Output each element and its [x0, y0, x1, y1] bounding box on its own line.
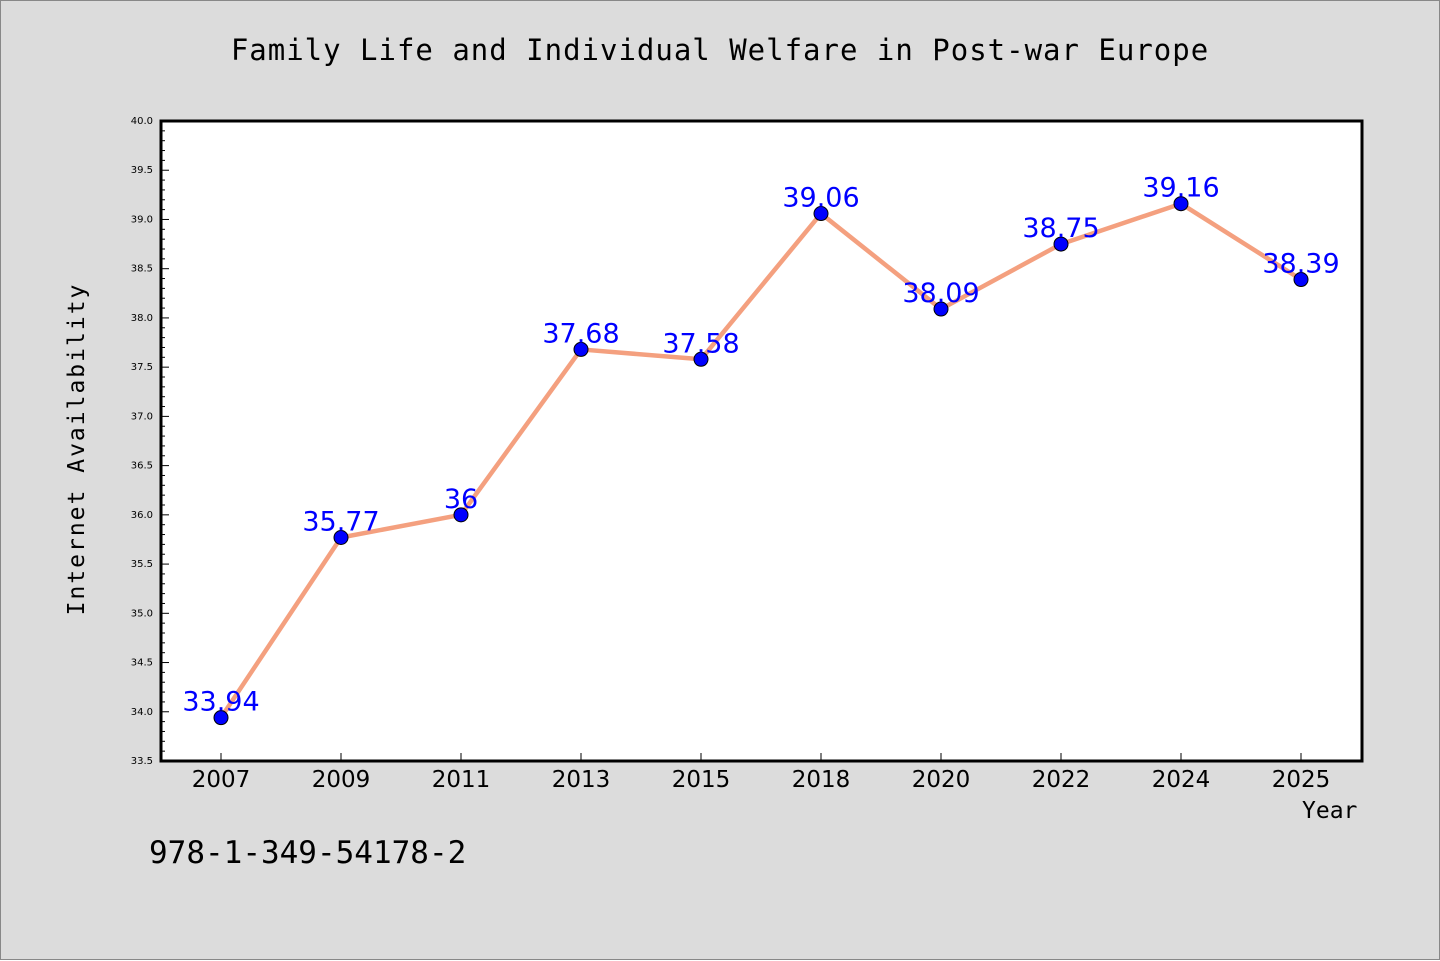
- series-line: [219, 201, 1303, 719]
- chart-title: Family Life and Individual Welfare in Po…: [230, 33, 1210, 67]
- plot-area: [159, 119, 1364, 763]
- data-point: [213, 710, 229, 726]
- y-tick-label: 33.5: [131, 756, 153, 767]
- data-point: [1053, 236, 1069, 252]
- data-label: 35.77: [302, 506, 379, 537]
- data-point: [693, 351, 709, 367]
- data-point: [1293, 272, 1309, 288]
- x-tick-label: 2018: [792, 767, 851, 793]
- y-tick-label: 38.0: [131, 313, 153, 324]
- data-label: 38.75: [1022, 213, 1099, 244]
- x-tick-label: 2009: [312, 767, 371, 793]
- x-tick-label: 2015: [672, 767, 731, 793]
- data-point: [933, 301, 949, 317]
- y-tick-label: 35.0: [131, 608, 153, 619]
- y-tick-label: 36.5: [131, 461, 153, 472]
- data-label: 39.06: [782, 183, 859, 214]
- data-label: 37.68: [542, 318, 619, 349]
- data-label: 36: [444, 484, 478, 515]
- x-tick-label: 2022: [1032, 767, 1091, 793]
- data-point: [813, 206, 829, 222]
- y-tick-label: 39.5: [131, 165, 153, 176]
- x-tick-label: 2025: [1272, 767, 1331, 793]
- data-label: 39.16: [1142, 173, 1219, 204]
- x-tick-label: 2011: [432, 767, 491, 793]
- data-point: [453, 507, 469, 523]
- x-axis-label: Year: [1302, 798, 1358, 824]
- y-tick-label: 35.5: [131, 559, 153, 570]
- data-label: 38.09: [902, 278, 979, 309]
- y-tick-label: 39.0: [131, 214, 153, 225]
- x-tick-label: 2020: [912, 767, 971, 793]
- y-tick-label: 38.5: [131, 264, 153, 275]
- isbn-text: 978-1-349-54178-2: [149, 835, 467, 871]
- y-tick-label: 34.5: [131, 658, 153, 669]
- data-label: 37.58: [662, 328, 739, 359]
- data-point: [573, 341, 589, 357]
- x-tick-label: 2007: [192, 767, 251, 793]
- x-tick-label: 2024: [1152, 767, 1211, 793]
- y-tick-label: 40.0: [131, 116, 153, 127]
- data-label: 38.39: [1262, 249, 1339, 280]
- data-point: [1173, 196, 1189, 212]
- data-label: 33.94: [182, 687, 259, 718]
- y-tick-label: 36.0: [131, 510, 153, 521]
- y-tick-label: 37.5: [131, 362, 153, 373]
- data-point: [333, 529, 349, 545]
- y-tick-label: 34.0: [131, 707, 153, 718]
- x-tick-label: 2013: [552, 767, 611, 793]
- y-tick-label: 37.0: [131, 411, 153, 422]
